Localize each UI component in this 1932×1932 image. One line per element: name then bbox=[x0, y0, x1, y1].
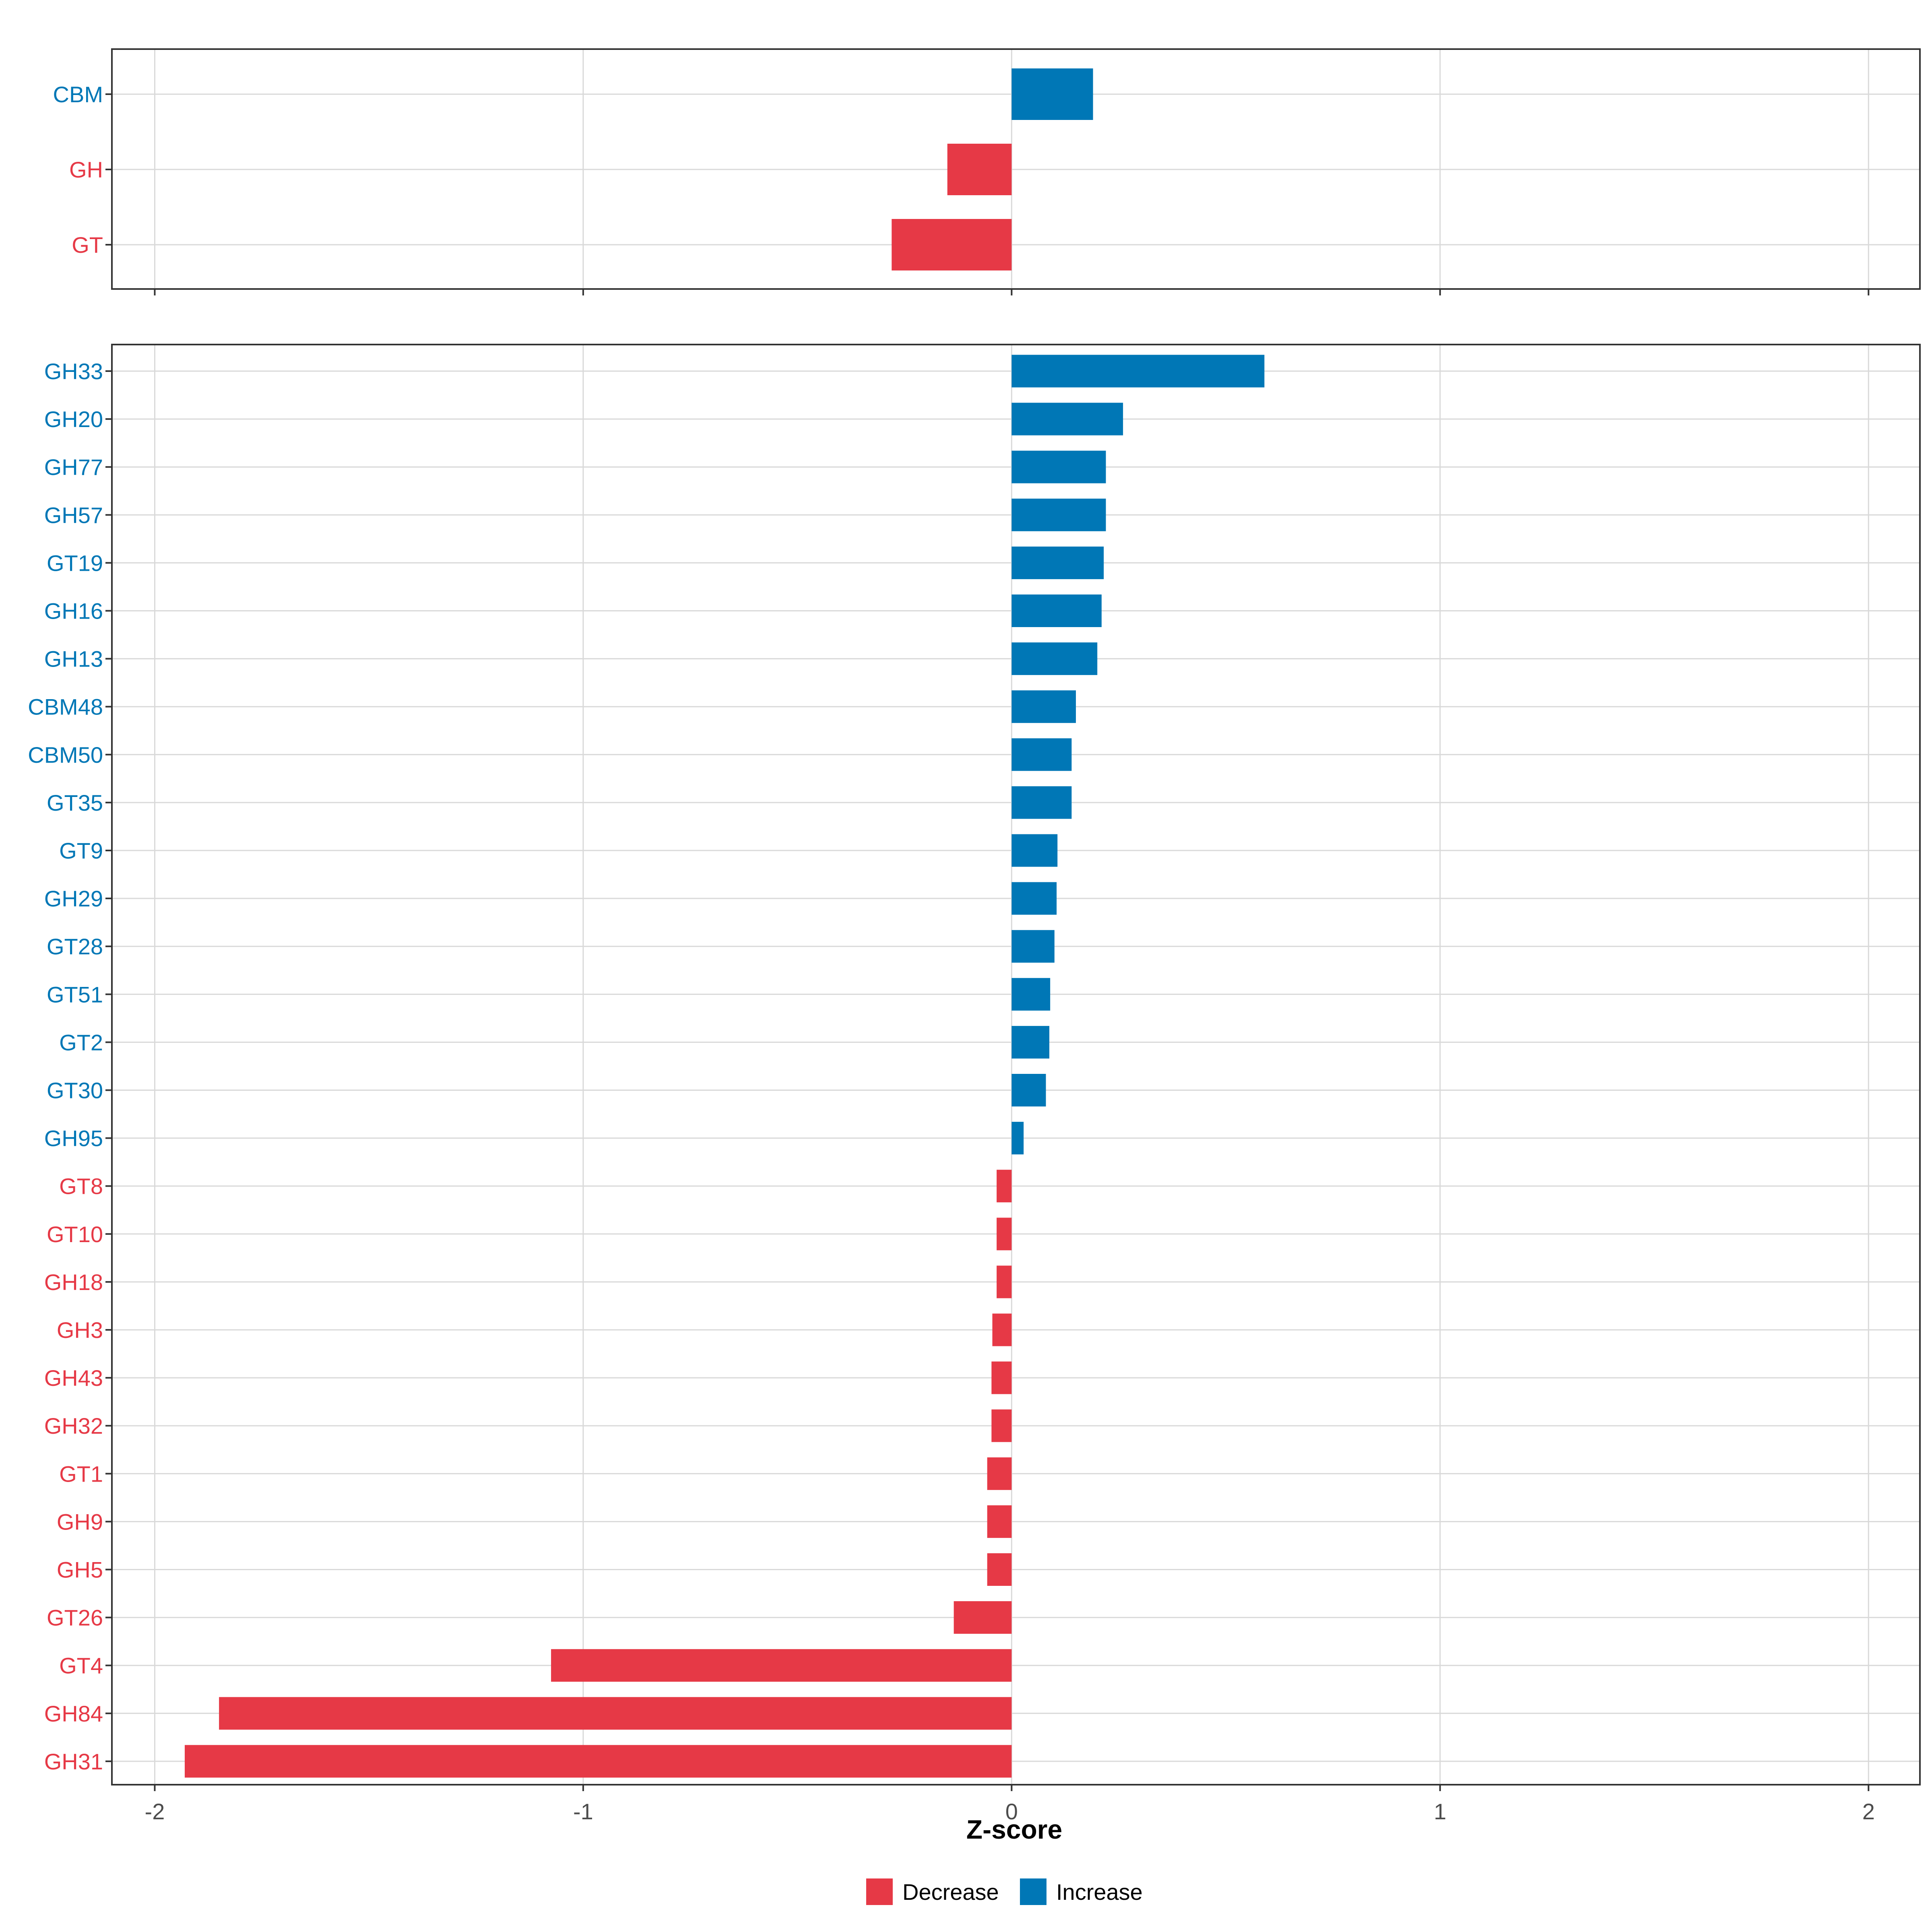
bar-GT9 bbox=[1011, 834, 1058, 867]
bar-GT10 bbox=[997, 1218, 1012, 1251]
bar-GT19 bbox=[1011, 546, 1104, 579]
y-label-GT8: GT8 bbox=[59, 1174, 103, 1199]
x-tick-label: 0 bbox=[1005, 1799, 1018, 1824]
x-tick-label: -2 bbox=[145, 1799, 165, 1824]
y-label-GH77: GH77 bbox=[44, 454, 103, 480]
bar-GH20 bbox=[1011, 402, 1123, 436]
panel-border bbox=[111, 48, 1921, 290]
y-label-GT9: GT9 bbox=[59, 838, 103, 863]
bar-GT30 bbox=[1011, 1074, 1046, 1106]
legend-label-decrease: Decrease bbox=[902, 1879, 999, 1905]
y-label-GH32: GH32 bbox=[44, 1413, 103, 1439]
bar-GH5 bbox=[987, 1553, 1012, 1586]
y-label-GT26: GT26 bbox=[47, 1605, 103, 1631]
bar-GT4 bbox=[551, 1649, 1012, 1682]
y-label-GT: GT bbox=[72, 232, 103, 258]
y-label-GT4: GT4 bbox=[59, 1653, 103, 1678]
x-axis: -2 -1 0 1 2 bbox=[145, 1799, 1875, 1824]
bar-GH18 bbox=[997, 1265, 1012, 1298]
y-label-GT30: GT30 bbox=[47, 1078, 103, 1103]
y-label-GH95: GH95 bbox=[44, 1126, 103, 1151]
y-label-GH18: GH18 bbox=[44, 1269, 103, 1295]
y-label-GH33: GH33 bbox=[44, 359, 103, 384]
legend-label-increase: Increase bbox=[1056, 1879, 1143, 1905]
y-label-GH43: GH43 bbox=[44, 1365, 103, 1391]
y-label-GH20: GH20 bbox=[44, 407, 103, 432]
y-label-GH3: GH3 bbox=[57, 1317, 103, 1343]
bar-GH95 bbox=[1011, 1122, 1024, 1155]
legend-key-increase bbox=[1020, 1878, 1046, 1905]
bar-GT2 bbox=[1011, 1026, 1050, 1059]
x-tick-label: 1 bbox=[1434, 1799, 1446, 1824]
x-tick-label: -1 bbox=[573, 1799, 593, 1824]
bar-GT1 bbox=[987, 1457, 1012, 1490]
y-label-GT28: GT28 bbox=[47, 934, 103, 959]
y-label-GH9: GH9 bbox=[57, 1509, 103, 1534]
y-label-CBM: CBM bbox=[53, 82, 103, 107]
bar-GT bbox=[892, 219, 1012, 270]
bar-GT35 bbox=[1011, 786, 1072, 819]
bar-GH32 bbox=[991, 1409, 1012, 1442]
bar-GH bbox=[947, 144, 1012, 195]
bar-GT51 bbox=[1011, 978, 1051, 1011]
y-label-GH16: GH16 bbox=[44, 599, 103, 624]
y-label-GH31: GH31 bbox=[44, 1749, 103, 1774]
bar-GH43 bbox=[991, 1361, 1012, 1394]
bar-GT8 bbox=[997, 1170, 1012, 1203]
bar-GH9 bbox=[987, 1505, 1012, 1538]
panel-border bbox=[111, 344, 1921, 1785]
y-label-GT2: GT2 bbox=[59, 1030, 103, 1055]
y-label-GH: GH bbox=[69, 157, 103, 182]
bar-GT28 bbox=[1011, 930, 1055, 963]
bottom-panel: GH33 GH20 GH77 GH57 GT19 GH16 GH13 CBM48 CBM50 GT… bbox=[28, 344, 1921, 1791]
bar-GT26 bbox=[954, 1601, 1012, 1634]
top-panel: CBM GH GT bbox=[53, 48, 1921, 295]
bar-GH29 bbox=[1011, 882, 1057, 915]
y-label-GT1: GT1 bbox=[59, 1461, 103, 1486]
y-label-GH29: GH29 bbox=[44, 886, 103, 911]
y-label-GT19: GT19 bbox=[47, 550, 103, 576]
bar-GH13 bbox=[1011, 642, 1098, 675]
legend: Decrease Increase bbox=[866, 1878, 1143, 1905]
bar-GH77 bbox=[1011, 450, 1106, 483]
y-label-GH13: GH13 bbox=[44, 646, 103, 672]
y-label-GH84: GH84 bbox=[44, 1701, 103, 1726]
bar-GH3 bbox=[992, 1313, 1012, 1346]
y-label-GT51: GT51 bbox=[47, 982, 103, 1007]
bar-CBM50 bbox=[1011, 738, 1072, 771]
bar-GH57 bbox=[1011, 498, 1106, 531]
y-label-CBM48: CBM48 bbox=[28, 694, 103, 720]
bar-GH84 bbox=[219, 1697, 1012, 1730]
x-tick-label: 2 bbox=[1862, 1799, 1875, 1824]
x-axis-title: Z-score bbox=[966, 1814, 1062, 1844]
bar-GH16 bbox=[1011, 594, 1102, 627]
legend-key-decrease bbox=[866, 1878, 893, 1905]
y-label-GH57: GH57 bbox=[44, 502, 103, 528]
y-label-CBM50: CBM50 bbox=[28, 742, 103, 768]
y-label-GH5: GH5 bbox=[57, 1557, 103, 1583]
y-label-GT35: GT35 bbox=[47, 790, 103, 815]
bar-CBM bbox=[1011, 68, 1093, 120]
bar-CBM48 bbox=[1011, 690, 1076, 723]
y-label-GT10: GT10 bbox=[47, 1222, 103, 1247]
bar-GH33 bbox=[1011, 355, 1265, 388]
bar-GH31 bbox=[184, 1745, 1012, 1778]
